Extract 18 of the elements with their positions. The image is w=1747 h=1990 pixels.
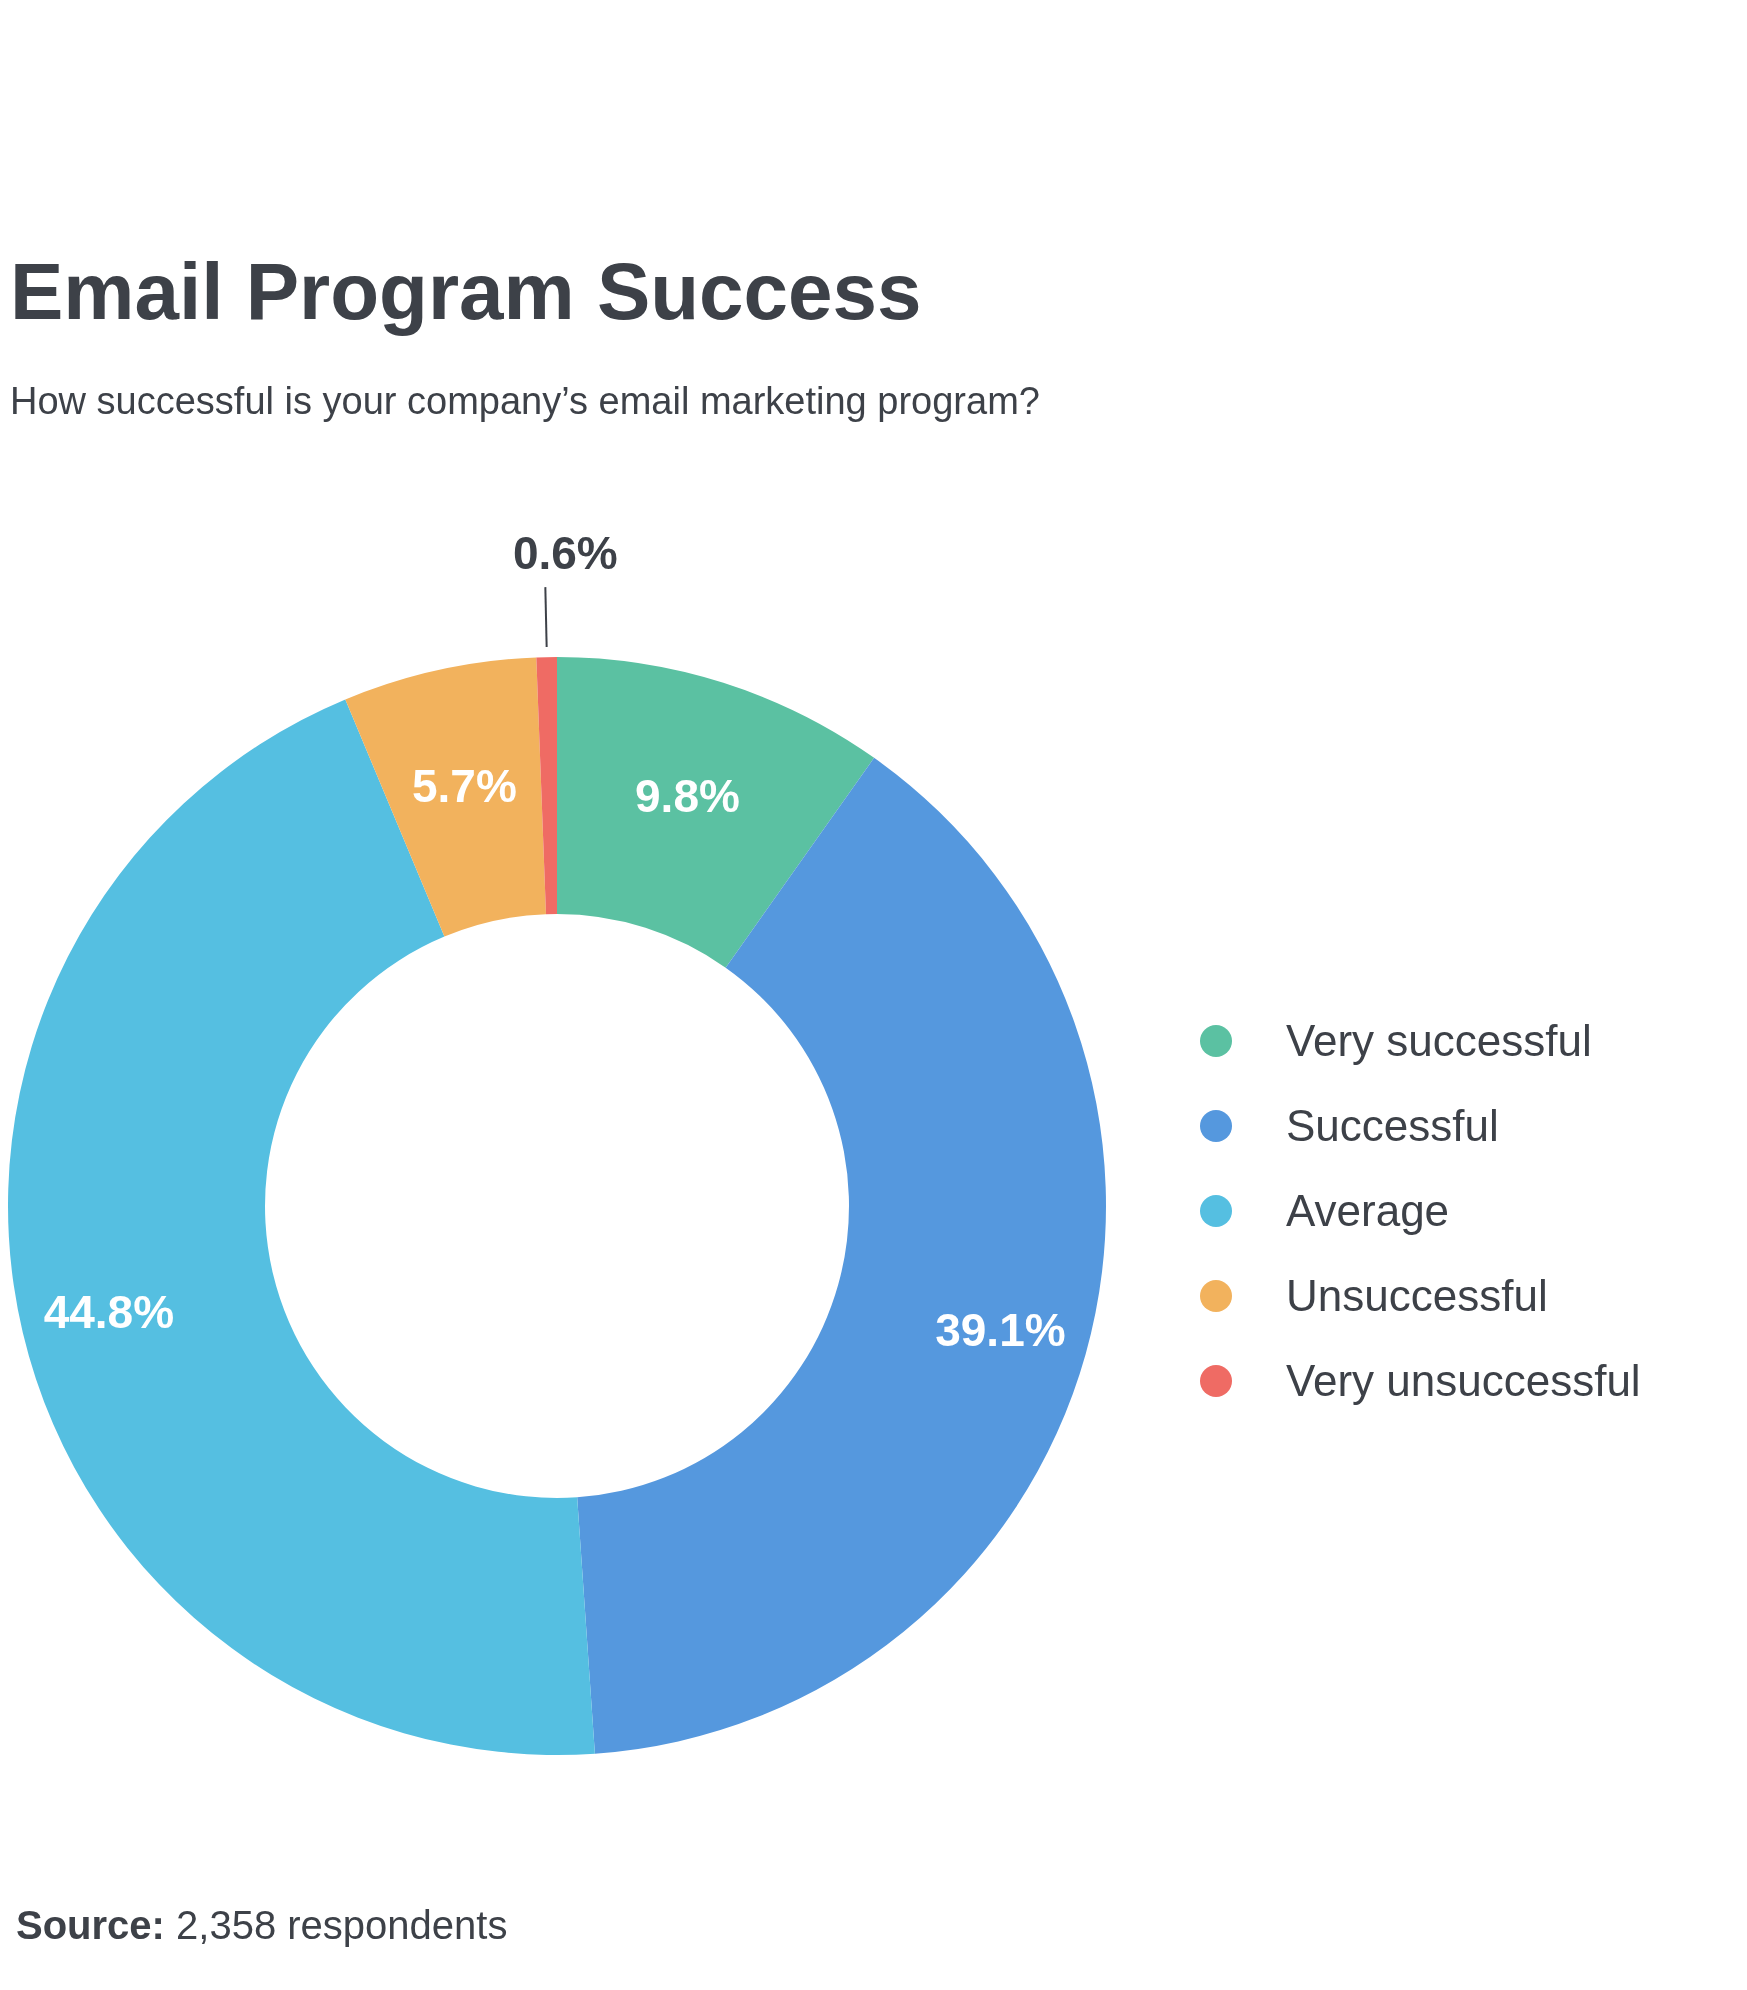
donut-slice	[557, 657, 875, 968]
data-label: 0.6%	[512, 527, 618, 580]
source-note: Source: 2,358 respondents	[16, 1903, 508, 1947]
donut-slice	[8, 699, 595, 1755]
donut-slice	[345, 657, 546, 937]
data-label: 39.1%	[935, 1304, 1066, 1357]
data-label: 44.8%	[43, 1286, 175, 1339]
donut-slice	[577, 757, 1106, 1754]
legend-label: Very successful	[1286, 1015, 1592, 1066]
legend-label: Very unsuccessful	[1286, 1355, 1641, 1406]
data-label: 9.8%	[635, 769, 740, 822]
legend-label: Unsuccessful	[1286, 1270, 1548, 1321]
donut-slice	[536, 657, 557, 915]
chart-title: Email Program Success	[10, 246, 922, 338]
data-label: 5.7%	[411, 759, 517, 812]
chart-subtitle: How successful is your company’s email marketing program?	[10, 380, 1040, 423]
legend-label: Average	[1286, 1185, 1450, 1236]
legend-label: Successful	[1286, 1100, 1499, 1151]
